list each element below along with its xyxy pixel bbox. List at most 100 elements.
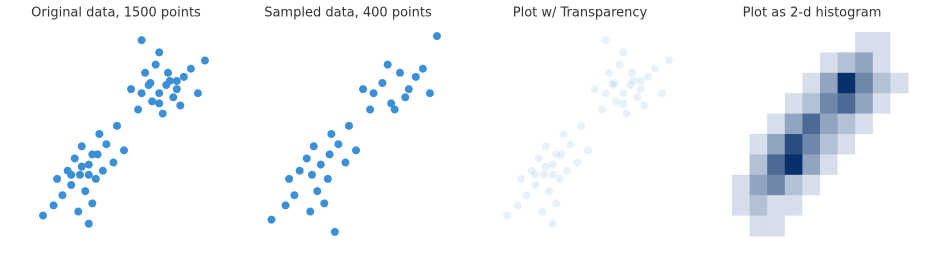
point <box>640 101 649 110</box>
cell <box>802 72 821 94</box>
cell <box>837 134 856 155</box>
point <box>76 170 84 179</box>
point <box>77 162 86 171</box>
cell <box>855 72 874 94</box>
cell <box>855 113 874 135</box>
point <box>88 199 97 208</box>
point <box>316 160 325 169</box>
point <box>598 105 607 114</box>
point <box>612 97 621 106</box>
point <box>359 85 368 94</box>
point <box>527 166 536 175</box>
point <box>74 207 83 216</box>
point <box>541 162 550 171</box>
point <box>383 60 392 69</box>
point <box>401 93 410 102</box>
point <box>91 174 100 183</box>
cell <box>749 93 768 115</box>
cell <box>802 195 821 217</box>
point <box>562 166 571 175</box>
point <box>330 227 339 236</box>
cell <box>732 195 751 217</box>
cell <box>784 32 803 53</box>
point <box>77 142 86 151</box>
point <box>591 85 600 94</box>
cell <box>820 52 839 74</box>
point <box>552 199 561 208</box>
cell <box>732 215 751 237</box>
cell <box>732 113 751 135</box>
cell <box>749 52 768 74</box>
point <box>396 68 404 77</box>
point <box>418 64 427 73</box>
cell <box>802 52 821 74</box>
cell <box>855 93 874 115</box>
point <box>102 140 111 149</box>
cell <box>802 32 821 53</box>
cell <box>802 215 821 237</box>
cell <box>767 113 786 135</box>
point <box>158 109 167 118</box>
cell <box>767 174 786 196</box>
point <box>165 76 174 85</box>
cell <box>767 93 786 115</box>
point <box>179 72 188 81</box>
point <box>127 85 136 94</box>
cell <box>890 52 909 74</box>
cell <box>749 174 768 196</box>
point <box>172 85 181 94</box>
cell <box>820 32 839 53</box>
cell <box>855 215 874 237</box>
cell <box>767 52 786 74</box>
point <box>517 174 526 183</box>
point <box>53 174 62 183</box>
point <box>302 154 311 163</box>
cell <box>890 32 909 53</box>
cell <box>890 174 909 196</box>
point <box>172 76 181 85</box>
cell <box>890 113 909 135</box>
point <box>584 146 592 155</box>
cell <box>890 72 909 94</box>
cell <box>802 134 821 155</box>
point <box>548 219 557 228</box>
cell <box>872 215 891 237</box>
cell <box>820 134 839 155</box>
point <box>334 140 343 149</box>
cell <box>890 154 909 176</box>
cell <box>820 113 839 135</box>
cell <box>820 174 839 196</box>
point <box>70 154 79 163</box>
point <box>193 89 202 98</box>
point <box>137 89 146 98</box>
point <box>84 219 93 228</box>
point <box>404 85 413 94</box>
cell <box>732 32 751 53</box>
point <box>548 160 557 169</box>
cell <box>837 72 856 94</box>
point <box>120 146 128 155</box>
chart-title: Plot w/ Transparency <box>513 6 648 21</box>
cell <box>872 174 891 196</box>
point <box>432 32 441 41</box>
point <box>84 160 93 169</box>
cell <box>890 215 909 237</box>
point <box>636 76 645 85</box>
cell <box>837 154 856 176</box>
cell <box>855 32 874 53</box>
cell <box>837 93 856 115</box>
point <box>112 121 121 130</box>
cell <box>820 215 839 237</box>
cell <box>890 195 909 217</box>
chart-title: Original data, 1500 points <box>31 6 201 21</box>
point <box>503 211 512 220</box>
cell <box>802 154 821 176</box>
point <box>619 89 628 98</box>
point <box>657 89 666 98</box>
cell <box>732 134 751 155</box>
cell <box>767 134 786 155</box>
point <box>186 64 195 73</box>
point <box>58 191 67 200</box>
point <box>309 142 318 151</box>
point <box>98 166 107 175</box>
